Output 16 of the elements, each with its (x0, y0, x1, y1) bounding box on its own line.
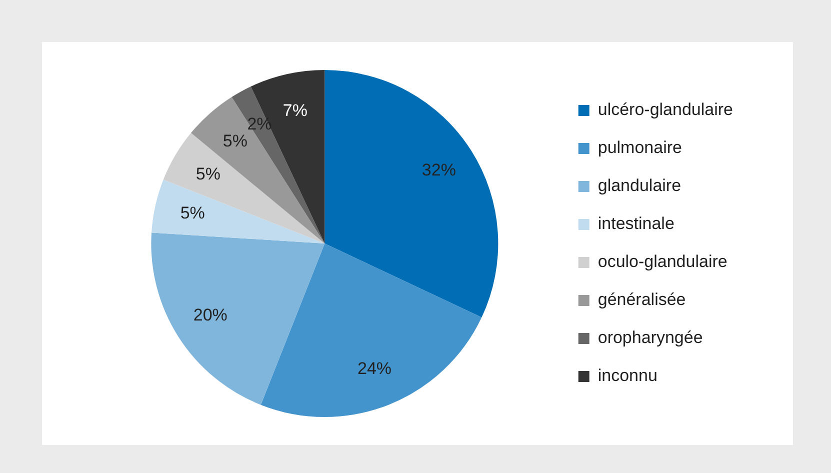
legend-label: pulmonaire (598, 138, 682, 158)
legend-label: oropharyngée (598, 328, 703, 348)
data-label: 2% (247, 114, 272, 134)
legend-label: inconnu (598, 366, 658, 386)
data-label: 20% (193, 306, 228, 325)
data-label: 5% (222, 132, 248, 151)
data-label: 7% (282, 101, 308, 120)
legend-label: ulcéro-glandulaire (598, 100, 734, 120)
data-label: 24% (357, 359, 392, 378)
legend-label: glandulaire (598, 176, 682, 196)
legend-label: oculo-glandulaire (598, 252, 728, 272)
legend-label: intestinale (598, 214, 674, 234)
data-label: 5% (180, 204, 205, 223)
data-label: 5% (196, 164, 220, 184)
data-label: 32% (422, 160, 456, 180)
legend-label: généralisée (598, 290, 686, 310)
